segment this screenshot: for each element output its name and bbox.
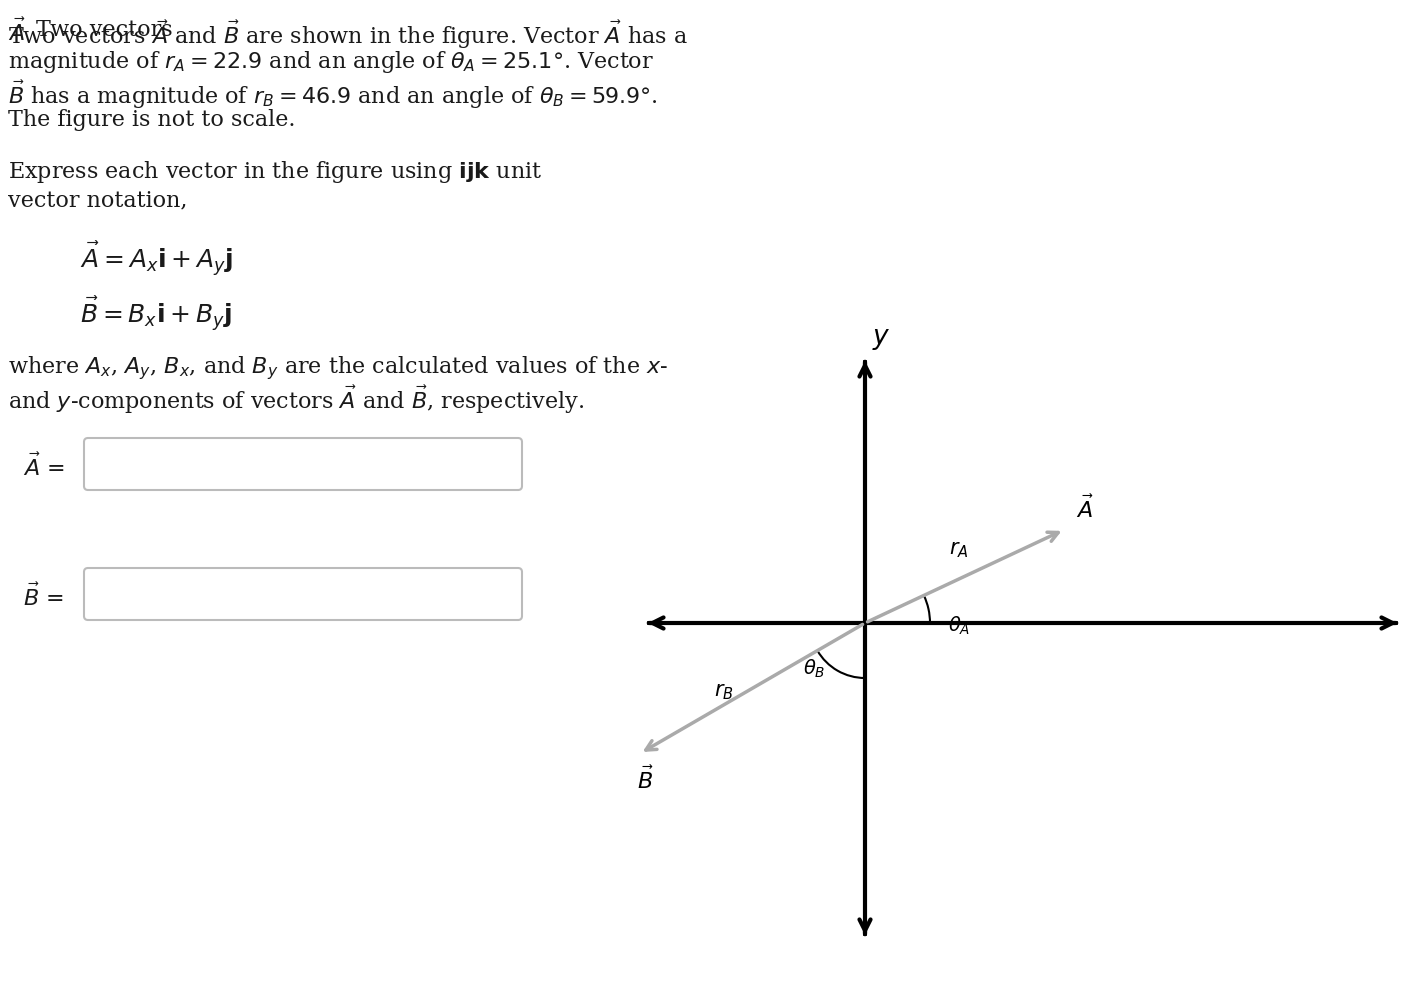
Text: Express each vector in the figure using $\mathbf{ijk}$ unit: Express each vector in the figure using … [8,158,542,185]
Text: $r_B$: $r_B$ [715,681,734,701]
Text: $\vec{A}$: $\vec{A}$ [8,19,25,46]
Text: $\theta_B$: $\theta_B$ [803,657,825,679]
Text: $r_A$: $r_A$ [948,540,968,560]
Text: $\vec{B}$ has a magnitude of $r_B = 46.9$ and an angle of $\theta_B = 59.9°$.: $\vec{B}$ has a magnitude of $r_B = 46.9… [8,79,657,111]
Text: where $A_x$, $A_y$, $B_x$, and $B_y$ are the calculated values of the $x$-: where $A_x$, $A_y$, $B_x$, and $B_y$ are… [8,354,668,381]
Text: $\vec{B} = B_x\mathbf{i} + B_y\mathbf{j}$: $\vec{B} = B_x\mathbf{i} + B_y\mathbf{j}… [80,294,233,332]
Text: $\theta_A$: $\theta_A$ [948,614,971,636]
Text: $\vec{A}$ =: $\vec{A}$ = [22,453,64,480]
Text: $\vec{A}$: $\vec{A}$ [1076,495,1094,523]
FancyBboxPatch shape [84,438,523,490]
Text: Two vectors: Two vectors [36,19,172,41]
Text: Two vectors $\vec{A}$ and $\vec{B}$ are shown in the figure. Vector $\vec{A}$ ha: Two vectors $\vec{A}$ and $\vec{B}$ are … [8,19,688,51]
Text: $y$: $y$ [871,327,890,352]
Text: $\vec{B}$: $\vec{B}$ [636,765,653,792]
Text: magnitude of $r_A = 22.9$ and an angle of $\theta_A = 25.1°$. Vector: magnitude of $r_A = 22.9$ and an angle o… [8,49,654,75]
Text: vector notation,: vector notation, [8,189,188,211]
FancyBboxPatch shape [84,569,523,621]
Text: $\vec{B}$ =: $\vec{B}$ = [22,583,63,610]
Text: and $y$-components of vectors $\vec{A}$ and $\vec{B}$, respectively.: and $y$-components of vectors $\vec{A}$ … [8,383,584,416]
Text: $\vec{A} = A_x\mathbf{i} + A_y\mathbf{j}$: $\vec{A} = A_x\mathbf{i} + A_y\mathbf{j}… [80,239,233,278]
Text: The figure is not to scale.: The figure is not to scale. [8,109,296,130]
